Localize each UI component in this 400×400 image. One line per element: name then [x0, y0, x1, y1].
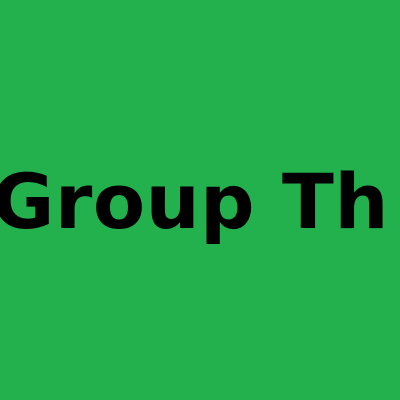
tile-label: Group Th	[0, 157, 389, 246]
